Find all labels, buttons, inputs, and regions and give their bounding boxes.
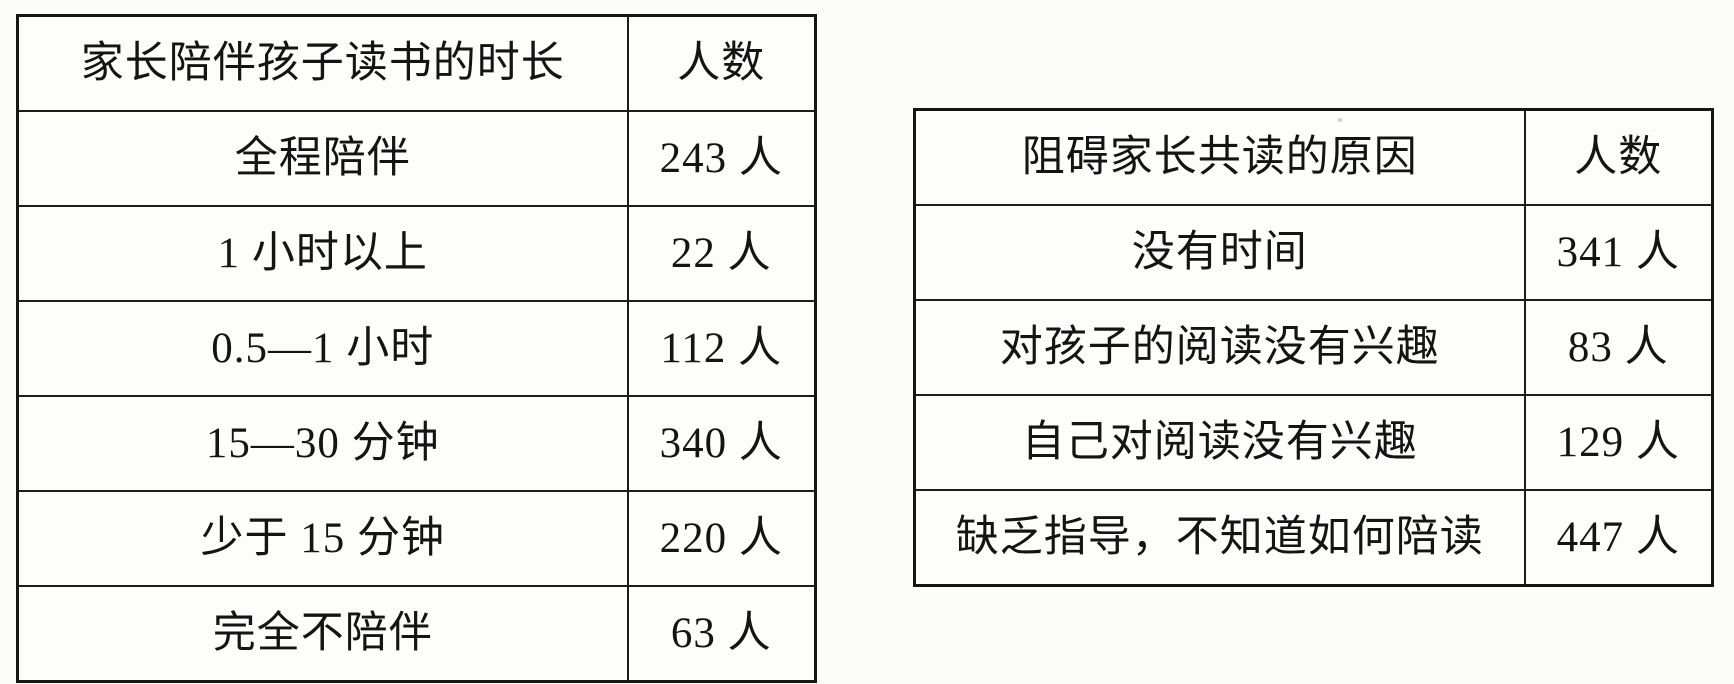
table-row: 少于 15 分钟 220 人 (16, 490, 817, 587)
reading-duration-table: 家长陪伴孩子读书的时长 人数 全程陪伴 243 人 1 小时以上 22 人 0.… (16, 14, 817, 683)
row-count: 447 人 (1523, 489, 1714, 587)
table-row: 1 小时以上 22 人 (16, 205, 817, 302)
row-label: 15—30 分钟 (16, 395, 629, 492)
table-row: 自己对阅读没有兴趣 129 人 (913, 394, 1714, 491)
column-header-count: 人数 (1523, 108, 1714, 206)
column-header-reason: 阻碍家长共读的原因 (913, 108, 1526, 206)
row-count: 220 人 (626, 490, 817, 587)
column-header-count: 人数 (626, 14, 817, 112)
table-row: 对孩子的阅读没有兴趣 83 人 (913, 299, 1714, 396)
row-count: 129 人 (1523, 394, 1714, 491)
scanner-artifact-dot (1337, 118, 1343, 122)
obstacle-reasons-table: 阻碍家长共读的原因 人数 没有时间 341 人 对孩子的阅读没有兴趣 83 人 … (913, 108, 1714, 587)
row-label: 0.5—1 小时 (16, 300, 629, 397)
table-header-row: 阻碍家长共读的原因 人数 (913, 108, 1714, 206)
column-header-duration: 家长陪伴孩子读书的时长 (16, 14, 629, 112)
table-row: 0.5—1 小时 112 人 (16, 300, 817, 397)
row-count: 340 人 (626, 395, 817, 492)
row-label: 自己对阅读没有兴趣 (913, 394, 1526, 491)
row-label: 完全不陪伴 (16, 585, 629, 683)
table-row: 完全不陪伴 63 人 (16, 585, 817, 683)
table-row: 15—30 分钟 340 人 (16, 395, 817, 492)
table-row: 没有时间 341 人 (913, 204, 1714, 301)
row-label: 对孩子的阅读没有兴趣 (913, 299, 1526, 396)
table-row: 缺乏指导，不知道如何陪读 447 人 (913, 489, 1714, 587)
row-label: 1 小时以上 (16, 205, 629, 302)
row-count: 83 人 (1523, 299, 1714, 396)
row-label: 缺乏指导，不知道如何陪读 (913, 489, 1526, 587)
table-header-row: 家长陪伴孩子读书的时长 人数 (16, 14, 817, 112)
row-count: 22 人 (626, 205, 817, 302)
row-count: 243 人 (626, 110, 817, 207)
row-count: 341 人 (1523, 204, 1714, 301)
row-count: 112 人 (626, 300, 817, 397)
table-row: 全程陪伴 243 人 (16, 110, 817, 207)
row-label: 少于 15 分钟 (16, 490, 629, 587)
row-label: 没有时间 (913, 204, 1526, 301)
row-label: 全程陪伴 (16, 110, 629, 207)
row-count: 63 人 (626, 585, 817, 683)
